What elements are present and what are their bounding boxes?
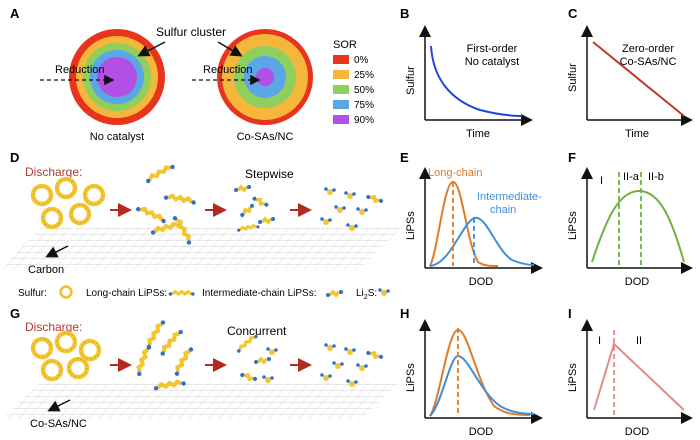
- carbon-arrow: [45, 245, 69, 258]
- plot-i-curve: [593, 342, 685, 411]
- arrow-to-left-sphere: [137, 41, 166, 57]
- sor-swatch-75: [333, 100, 349, 109]
- legend-intermediate-label: Intermediate-chain LiPSs:: [202, 288, 317, 299]
- plot-b-ylabel: Sulfur: [405, 66, 417, 95]
- plot-c-zero-order-line: [592, 41, 685, 117]
- panel-label-h: H: [400, 306, 409, 321]
- panel-label-e: E: [400, 150, 409, 165]
- panel-g-discharge-title: Discharge:: [25, 320, 82, 334]
- panel-label-i: I: [568, 306, 572, 321]
- plot-i-ylabel: LiPSs: [567, 363, 579, 392]
- sor-sphere-no-catalyst: [69, 29, 165, 125]
- panel-label-b: B: [400, 6, 409, 21]
- arrow-to-right-sphere: [217, 41, 243, 57]
- plot-e-xlabel: DOD: [469, 276, 494, 288]
- plot-h-xlabel: DOD: [469, 426, 494, 438]
- plot-e-long-chain-curve: [429, 180, 499, 267]
- panel-g-substrate-label: Co-SAs/NC: [30, 418, 87, 430]
- plot-f-ylabel: LiPSs: [567, 211, 579, 240]
- panel-d-carbon-label: Carbon: [28, 264, 64, 276]
- plot-f-xlabel: DOD: [625, 276, 650, 288]
- legend-li2s-icon: [378, 288, 390, 296]
- species-legend-row: Sulfur: Long-chain LiPSs: Intermediate-c…: [18, 285, 390, 301]
- plot-i-xlabel: DOD: [625, 426, 650, 438]
- panel-d-mode-label: Stepwise: [245, 167, 294, 181]
- legend-sulfur-icon: [59, 285, 73, 299]
- plot-b-first-order-curve: [430, 45, 523, 117]
- plot-h-axes: [419, 319, 543, 424]
- panel-g-mode-label: Concurrent: [227, 324, 287, 338]
- sulfur-cluster-label: Sulfur cluster: [156, 25, 226, 39]
- panel-d-sulfur-rings: [33, 179, 103, 227]
- sor-legend-25: 25%: [354, 70, 374, 81]
- panel-label-f: F: [568, 150, 576, 165]
- sor-legend-75: 75%: [354, 100, 374, 111]
- reduction-label-left: Reduction: [55, 64, 105, 76]
- panel-d-discharge-title: Discharge:: [25, 165, 82, 179]
- sor-swatch-25: [333, 70, 349, 79]
- plot-e-intermediate-label-1: Intermediate-: [477, 191, 542, 203]
- plot-b-xlabel: Time: [466, 128, 490, 140]
- panel-label-d: D: [10, 150, 19, 165]
- plot-h-long-chain-curve: [429, 328, 531, 417]
- plot-i-region-i: I: [598, 335, 601, 347]
- plot-c-xlabel: Time: [625, 128, 649, 140]
- panel-d-li2s-products: [320, 187, 386, 231]
- plot-c-order-text: Zero-order: [622, 43, 674, 55]
- caption-no-catalyst: No catalyst: [90, 131, 144, 143]
- sor-legend: 0% 25% 50% 75% 90%: [333, 55, 374, 126]
- panel-g-substrate: [0, 382, 400, 420]
- plot-f-region-i: I: [600, 175, 603, 187]
- plot-i-axes: [581, 319, 693, 424]
- sor-sphere-co-sas-nc: [217, 29, 313, 125]
- plot-f-region-iia: II-a: [623, 171, 640, 183]
- panel-g-li2s-products: [320, 343, 386, 387]
- plot-b-order-text: First-order: [467, 43, 518, 55]
- sor-legend-90: 90%: [354, 115, 374, 126]
- legend-sulfur-label: Sulfur:: [18, 288, 47, 299]
- plot-e-axes: [419, 167, 543, 274]
- plot-f-axes: [581, 167, 693, 274]
- panel-g-long-chains: [133, 317, 197, 393]
- caption-co-sas-nc: Co-SAs/NC: [237, 131, 294, 143]
- co-sas-nc-arrow: [47, 399, 71, 412]
- panel-d-carbon-substrate: [0, 228, 400, 270]
- plot-f-region-iib: II-b: [648, 171, 664, 183]
- sor-legend-0: 0%: [354, 55, 369, 66]
- plot-c-axes: [581, 25, 693, 126]
- sor-legend-50: 50%: [354, 85, 374, 96]
- plot-f-curve: [591, 189, 685, 263]
- sor-swatch-0: [333, 55, 349, 64]
- legend-long-chain-label: Long-chain LiPSs:: [86, 288, 167, 299]
- panel-label-c: C: [568, 6, 578, 21]
- plot-h-ylabel: LiPSs: [405, 363, 417, 392]
- legend-long-chain-icon: [167, 290, 197, 298]
- plot-e-intermediate-curve: [429, 216, 535, 267]
- plot-c-ylabel: Sulfur: [567, 63, 579, 92]
- panel-g-mixed-chains: [234, 332, 278, 386]
- plot-b-axes: [419, 25, 533, 126]
- sor-swatch-90: [333, 115, 349, 124]
- plot-b-catalyst-text: No catalyst: [465, 56, 519, 68]
- plot-h-intermediate-curve: [429, 354, 535, 417]
- plot-i-region-ii: II: [636, 335, 642, 347]
- panel-d-intermediate-chains: [232, 183, 277, 234]
- legend-li2s-label: Li2S:: [356, 288, 377, 301]
- reduction-label-right: Reduction: [203, 64, 253, 76]
- plot-c-catalyst-text: Co-SAs/NC: [620, 56, 677, 68]
- panel-label-g: G: [10, 306, 20, 321]
- panel-g-sulfur-rings: [33, 333, 99, 379]
- legend-intermediate-icon: [324, 288, 345, 299]
- sor-swatch-50: [333, 85, 349, 94]
- panel-label-a: A: [10, 6, 20, 21]
- plot-e-ylabel: LiPSs: [405, 211, 417, 240]
- plot-e-intermediate-label-2: chain: [490, 204, 516, 216]
- plot-e-long-chain-label: Long-chain: [428, 167, 482, 179]
- sor-legend-title: SOR: [333, 39, 357, 51]
